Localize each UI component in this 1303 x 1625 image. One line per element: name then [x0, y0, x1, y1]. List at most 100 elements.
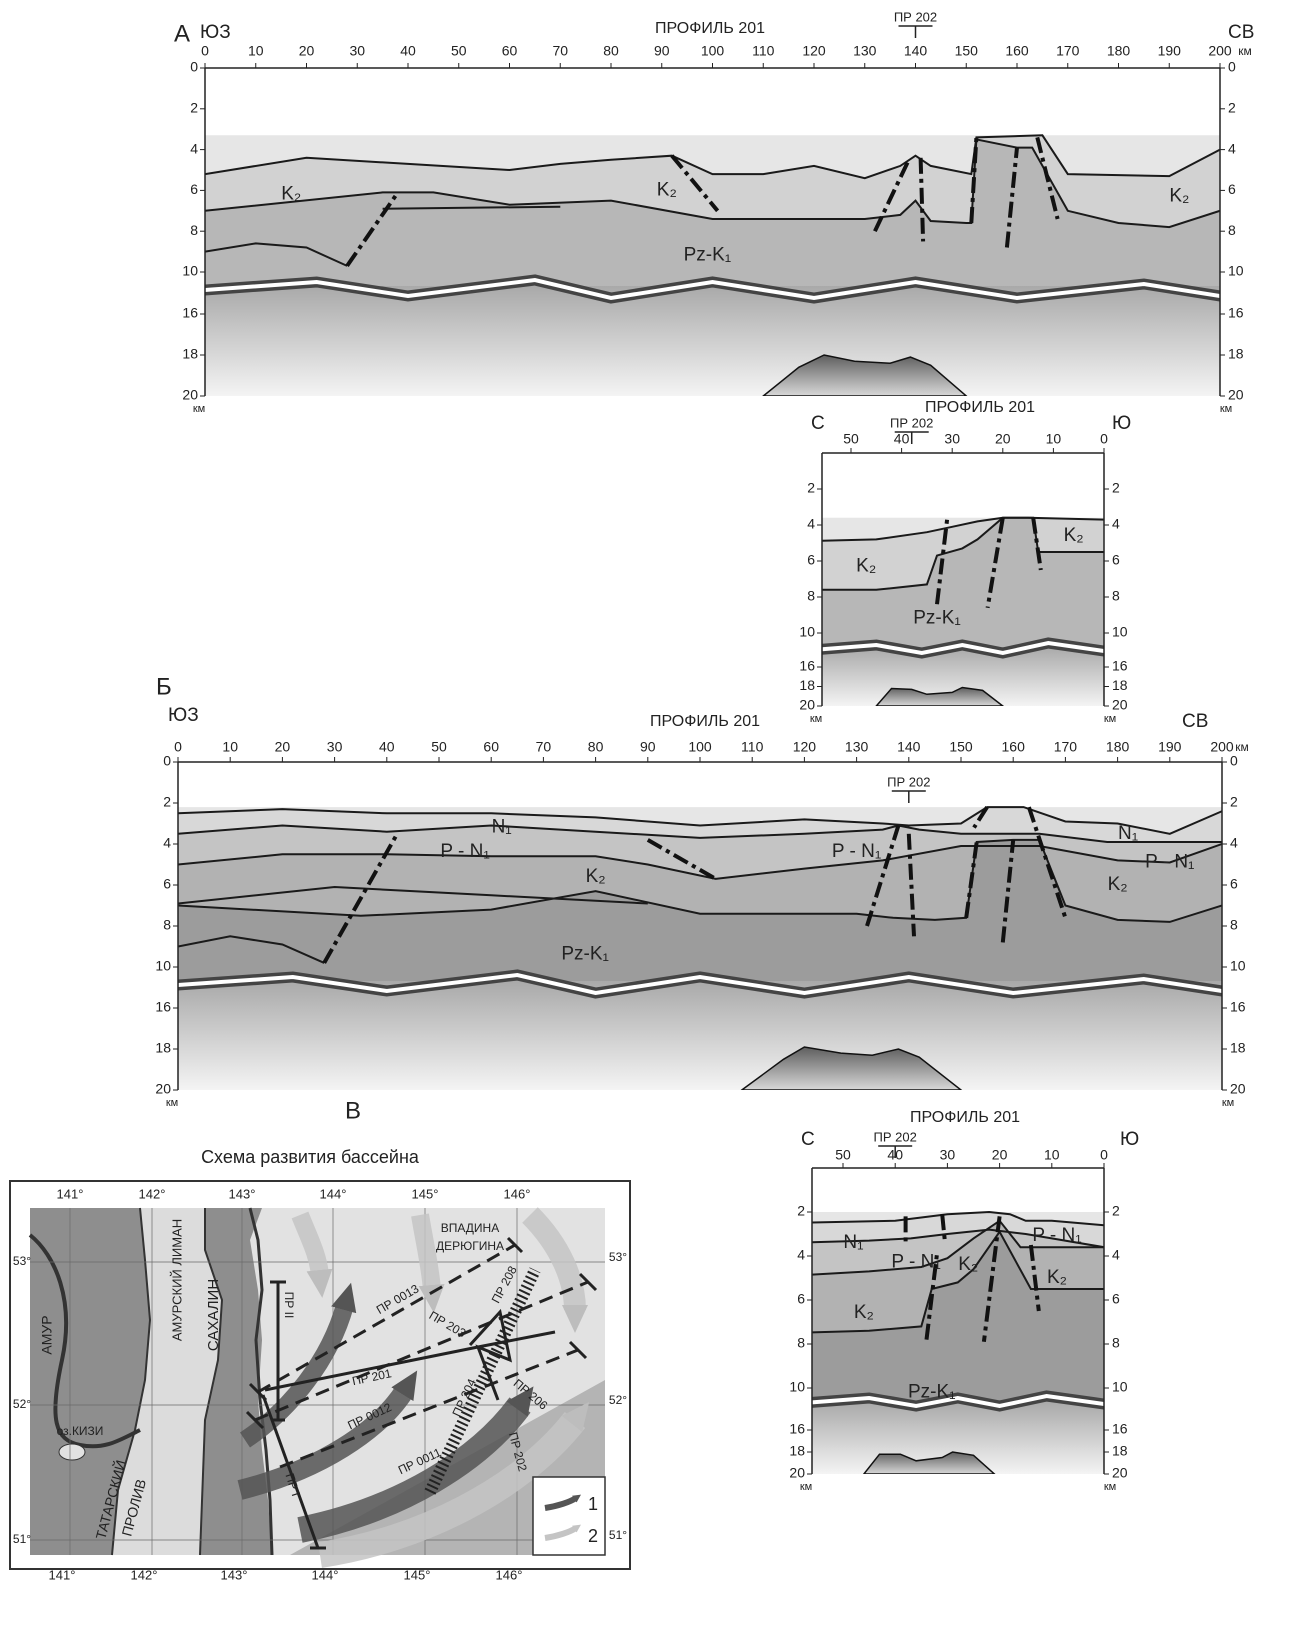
depth-label: 16 — [789, 1421, 805, 1437]
direction: Ю — [1120, 1129, 1139, 1150]
depth-unit: км — [1220, 403, 1232, 415]
x-tick-label: 70 — [552, 43, 568, 59]
depth-label: 2 — [163, 794, 171, 810]
depth-label: 6 — [1112, 1291, 1120, 1307]
section — [136, 807, 1264, 1090]
x-tick-label: 0 — [1100, 431, 1108, 447]
direction: ЮЗ — [168, 705, 199, 726]
depth-label: 10 — [1112, 1379, 1128, 1395]
x-tick-label: 200 — [1208, 43, 1232, 59]
longitude-label: 144° — [312, 1567, 339, 1582]
legend-label: 1 — [588, 1494, 598, 1514]
depth-label: 6 — [797, 1291, 805, 1307]
x-tick-label: 180 — [1106, 739, 1130, 755]
x-tick-label: 80 — [603, 43, 619, 59]
section — [52, 518, 1145, 706]
profile-title: ПРОФИЛЬ 201 — [650, 713, 760, 730]
layer-label: K₂ — [1108, 874, 1128, 895]
place-label: АМУР — [39, 1315, 55, 1354]
direction: Ю — [1112, 413, 1131, 434]
depth-unit: км — [1104, 1481, 1116, 1493]
profile-title: ПРОФИЛЬ 201 — [925, 399, 1035, 416]
depth-label: 20 — [1112, 697, 1128, 713]
panel-letter: Б — [156, 673, 172, 700]
direction: С — [801, 1129, 815, 1150]
depth-label: 8 — [190, 222, 198, 238]
depth-unit: км — [166, 1097, 178, 1109]
latitude-label: 52° — [13, 1397, 31, 1411]
depth-label: 4 — [807, 516, 815, 532]
x-tick-label: 60 — [502, 43, 518, 59]
fault — [942, 1214, 945, 1240]
x-tick-label: 130 — [845, 739, 869, 755]
map: 141°141°142°142°143°143°144°144°145°145°… — [10, 1181, 630, 1582]
depth-label: 0 — [1230, 753, 1238, 769]
x-tick-label: 40 — [400, 43, 416, 59]
depth-label: 2 — [797, 1203, 805, 1219]
crossing-label: ПР 202 — [890, 415, 933, 430]
depth-label: 10 — [155, 958, 171, 974]
depth-label: 18 — [1228, 346, 1244, 362]
legend-label: 2 — [588, 1526, 598, 1546]
x-tick-label: 110 — [741, 739, 764, 755]
depth-label: 6 — [807, 552, 815, 568]
longitude-label: 142° — [139, 1186, 166, 1201]
x-tick-label: 140 — [897, 739, 921, 755]
layer-label: K₂ — [1064, 525, 1084, 546]
x-tick-label: 30 — [349, 43, 365, 59]
x-tick-label: 160 — [1002, 739, 1026, 755]
layer-label: P - N₁ — [891, 1252, 940, 1273]
depth-label: 16 — [799, 658, 815, 674]
layer-label: K₂ — [1047, 1267, 1067, 1288]
layer-label: Pz-K₁ — [684, 245, 732, 266]
depth-label: 18 — [1112, 677, 1128, 693]
depth-label: 8 — [797, 1335, 805, 1351]
place-label: АМУРСКИЙ ЛИМАН — [169, 1219, 184, 1341]
x-unit: км — [1235, 740, 1249, 754]
layer-label: N₁ — [843, 1232, 863, 1253]
depth-label: 8 — [1228, 222, 1236, 238]
direction: ЮЗ — [200, 22, 231, 43]
depth-label: 6 — [1230, 876, 1238, 892]
depth-label: 18 — [1112, 1443, 1128, 1459]
depth-label: 6 — [1228, 181, 1236, 197]
depth-label: 16 — [155, 999, 171, 1015]
depth-label: 6 — [163, 876, 171, 892]
depth-label: 20 — [1230, 1081, 1246, 1097]
x-tick-label: 70 — [536, 739, 552, 755]
x-tick-label: 10 — [248, 43, 264, 59]
layer-label: P - N₁ — [832, 841, 881, 862]
crossing-label: ПР 202 — [894, 9, 937, 24]
latitude-label: 51° — [13, 1532, 31, 1546]
depth-label: 18 — [789, 1443, 805, 1459]
depth-unit: км — [1104, 713, 1116, 725]
x-unit: км — [1238, 44, 1252, 58]
depth-label: 4 — [1112, 516, 1120, 532]
lower-zone — [205, 286, 1220, 396]
x-tick-label: 190 — [1158, 43, 1182, 59]
depth-label: 16 — [1112, 1421, 1128, 1437]
x-tick-label: 160 — [1005, 43, 1029, 59]
profile-label: ПР II — [282, 1292, 296, 1319]
depth-label: 10 — [789, 1379, 805, 1395]
direction: СВ — [1182, 711, 1208, 732]
x-tick-label: 30 — [944, 431, 960, 447]
depth-label: 2 — [807, 480, 815, 496]
layer-label: K₂ — [586, 866, 606, 887]
x-tick-label: 50 — [843, 431, 859, 447]
longitude-label: 143° — [229, 1186, 256, 1201]
kizi-lake — [59, 1444, 85, 1460]
x-tick-label: 170 — [1054, 739, 1078, 755]
depth-label: 4 — [1228, 140, 1236, 156]
x-tick-label: 50 — [431, 739, 447, 755]
fault — [921, 158, 924, 242]
x-tick-label: 110 — [752, 43, 775, 59]
x-tick-label: 150 — [949, 739, 973, 755]
layer-label: P - N₁ — [440, 841, 489, 862]
x-tick-label: 190 — [1158, 739, 1182, 755]
x-tick-label: 10 — [1044, 1147, 1060, 1163]
depth-label: 20 — [799, 697, 815, 713]
depth-label: 18 — [1230, 1040, 1246, 1056]
depth-label: 4 — [190, 140, 198, 156]
x-tick-label: 20 — [299, 43, 315, 59]
